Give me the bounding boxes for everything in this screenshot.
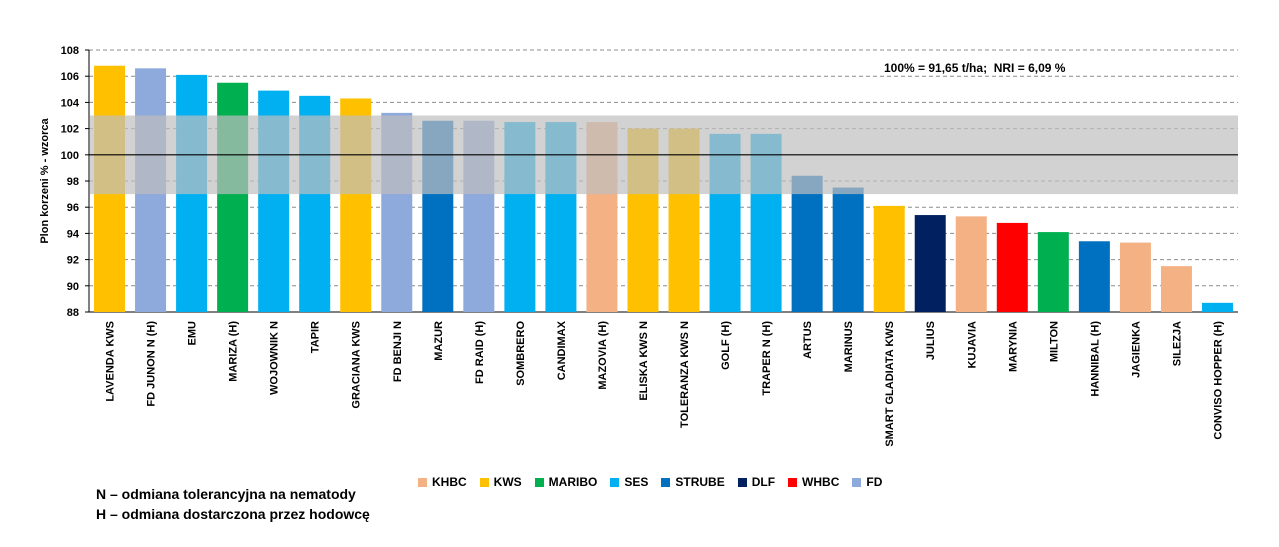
legend-item: WHBC <box>788 475 839 489</box>
legend-label: KWS <box>493 475 522 489</box>
legend-item: KWS <box>479 475 522 489</box>
y-tick-label: 96 <box>67 202 79 214</box>
y-tick-label: 104 <box>61 97 80 109</box>
x-tick-label: SOMBRERO <box>515 321 527 386</box>
bar <box>791 175 823 312</box>
bar <box>832 187 864 312</box>
legend-label: FD <box>866 475 883 489</box>
legend-swatch <box>661 477 671 487</box>
y-tick-label: 100 <box>61 150 79 162</box>
x-tick-label: MARYNIA <box>1007 321 1019 372</box>
legend-item: KHBC <box>418 475 467 489</box>
bar <box>914 215 946 312</box>
x-tick-label: GOLF (H) <box>720 321 732 370</box>
bar <box>1119 242 1151 312</box>
legend-label: KHBC <box>432 475 467 489</box>
bar <box>873 205 905 312</box>
y-tick-label: 94 <box>67 228 80 240</box>
bar <box>996 222 1028 312</box>
x-tick-label: SMART GLADIATA KWS <box>884 321 896 447</box>
y-tick-label: 88 <box>67 307 79 319</box>
x-tick-label: EMU <box>187 321 199 346</box>
x-tick-label: TAPIR <box>310 321 322 353</box>
bar <box>1201 302 1233 312</box>
legend-swatch <box>737 477 747 487</box>
x-tick-label: TOLERANZA KWS N <box>679 321 691 428</box>
x-tick-label: SILEZJA <box>1171 321 1183 366</box>
x-tick-label: MAZOVIA (H) <box>597 321 609 390</box>
footnote-n: N – odmiana tolerancyjna na nematody <box>96 486 356 502</box>
legend-label: STRUBE <box>675 475 725 489</box>
bar <box>1037 232 1069 312</box>
x-tick-label: TRAPER N (H) <box>761 321 773 396</box>
x-tick-label: HANNIBAL (H) <box>1089 321 1101 397</box>
y-tick-label: 98 <box>67 176 79 188</box>
x-tick-label: CONVISO HOPPER (H) <box>1212 321 1224 440</box>
legend-label: MARIBO <box>548 475 598 489</box>
legend-swatch <box>788 477 798 487</box>
footnote-h: H – odmiana dostarczona przez hodowcę <box>96 506 370 522</box>
chart-legend: KHBC KWS MARIBO SES STRUBE DLF WHBC FD <box>418 474 895 490</box>
legend-swatch <box>610 477 620 487</box>
x-tick-label: FD RAID (H) <box>474 321 486 384</box>
x-tick-label: ELISKA KWS N <box>638 321 650 401</box>
x-tick-label: JAGIENKA <box>1130 321 1142 378</box>
y-tick-label: 108 <box>61 45 79 57</box>
x-tick-label: MILTON <box>1048 321 1060 362</box>
legend-swatch <box>534 477 544 487</box>
legend-item: MARIBO <box>534 475 598 489</box>
y-tick-label: 92 <box>67 255 79 267</box>
legend-swatch <box>479 477 489 487</box>
bar <box>1078 241 1110 312</box>
legend-item: FD <box>852 475 882 489</box>
y-tick-label: 102 <box>61 124 79 136</box>
x-tick-label: CANDIMAX <box>556 320 568 380</box>
x-tick-label: FD JUNON N (H) <box>146 321 158 407</box>
x-tick-label: MARINUS <box>843 321 855 372</box>
legend-label: DLF <box>751 475 776 489</box>
y-tick-label: 90 <box>67 281 79 293</box>
y-axis-title: Plon korzeni % - wzorca <box>39 117 51 243</box>
x-tick-label: ARTUS <box>802 321 814 359</box>
legend-label: SES <box>624 475 649 489</box>
legend-item: SES <box>610 475 648 489</box>
x-tick-label: LAVENDA KWS <box>105 321 117 402</box>
legend-item: STRUBE <box>661 475 725 489</box>
x-tick-label: GRACIANA KWS <box>351 321 363 409</box>
legend-swatch <box>418 477 427 487</box>
legend-item: DLF <box>737 475 776 489</box>
legend-swatch <box>852 477 862 487</box>
y-tick-label: 106 <box>61 71 79 83</box>
legend-label: WHBC <box>802 475 840 489</box>
bar <box>1160 266 1192 312</box>
x-tick-label: WOJOWNIK N <box>269 321 281 395</box>
bar <box>955 216 987 312</box>
x-tick-label: MAZUR <box>433 321 445 361</box>
chart-annotation: 100% = 91,65 t/ha; NRI = 6,09 % <box>884 61 1066 75</box>
x-tick-label: KUJAVIA <box>966 321 978 369</box>
x-tick-label: JULIUS <box>925 321 937 360</box>
x-tick-label: MARIZA (H) <box>228 321 240 382</box>
x-tick-label: FD BENJI N <box>392 321 404 382</box>
